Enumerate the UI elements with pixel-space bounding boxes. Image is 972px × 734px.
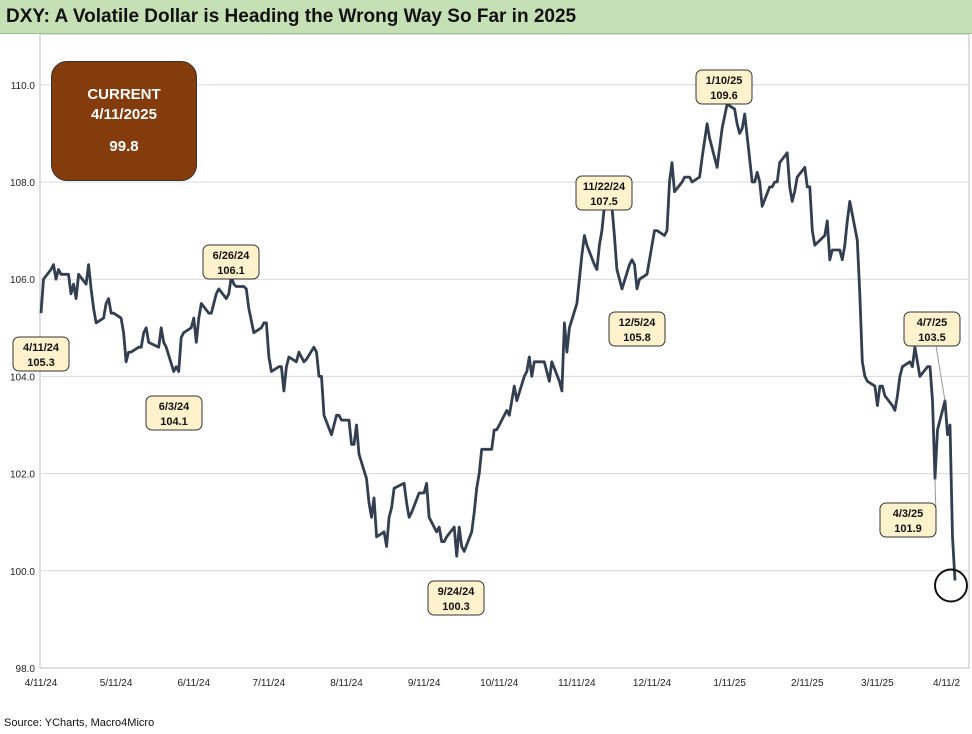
dxy-series-line: [39, 102, 957, 581]
current-label: CURRENT: [87, 86, 161, 103]
callout-box: [903, 311, 961, 347]
callout-box: [879, 502, 937, 538]
x-tick-label: 4/11/24: [25, 678, 58, 689]
x-tick-label: 8/11/24: [330, 678, 363, 689]
callout-value: 105.3: [27, 357, 55, 369]
callout-value: 103.5: [918, 332, 946, 344]
current-value-box: CURRENT 4/11/2025 99.8: [51, 61, 197, 181]
callout-box: [575, 175, 633, 211]
y-tick-label: 104.0: [10, 372, 35, 383]
callout-date: 11/22/24: [583, 181, 626, 193]
callout-value: 100.3: [442, 601, 470, 613]
callout-value: 104.1: [160, 416, 188, 428]
x-tick-label: 7/11/24: [253, 678, 286, 689]
callout-date: 4/7/25: [917, 317, 948, 329]
callout-date: 4/11/24: [23, 342, 60, 354]
callout-date: 1/10/25: [706, 75, 743, 87]
y-tick-label: 100.0: [10, 567, 35, 578]
callout-value: 107.5: [590, 196, 618, 208]
callout-date: 6/26/24: [213, 250, 251, 262]
callout-box: [145, 395, 203, 431]
x-tick-label: 3/11/25: [861, 678, 894, 689]
callout-date: 9/24/24: [438, 586, 476, 598]
title-bar: DXY: A Volatile Dollar is Heading the Wr…: [0, 0, 972, 34]
y-tick-label: 108.0: [10, 178, 35, 189]
callout-date: 4/3/25: [893, 508, 924, 520]
x-tick-label: 5/11/24: [100, 678, 133, 689]
x-tick-label: 6/11/24: [177, 678, 210, 689]
callout-leader: [935, 345, 946, 401]
current-value: 99.8: [109, 138, 139, 155]
y-tick-label: 110.0: [11, 81, 36, 92]
x-tick-label: 1/11/25: [713, 678, 746, 689]
callout-box: [695, 69, 753, 105]
y-tick-label: 102.0: [10, 470, 35, 481]
x-tick-label: 11/11/24: [558, 678, 596, 689]
callout-date: 12/5/24: [619, 317, 657, 329]
callout-box: [608, 311, 666, 347]
x-tick-label: 4/11/2: [933, 678, 960, 689]
x-tick-label: 2/11/25: [791, 678, 824, 689]
callout-value: 109.6: [710, 90, 738, 102]
y-tick-label: 98.0: [16, 664, 36, 675]
callout-box: [202, 244, 260, 280]
callout-box: [427, 580, 485, 616]
source-note: Source: YCharts, Macro4Micro: [4, 717, 155, 729]
y-tick-label: 106.0: [10, 275, 35, 286]
callout-value: 105.8: [623, 332, 651, 344]
current-date: 4/11/2025: [91, 106, 157, 123]
x-tick-label: 10/11/24: [480, 678, 519, 689]
x-tick-label: 9/11/24: [408, 678, 441, 689]
callout-value: 101.9: [894, 523, 922, 535]
callout-value: 106.1: [217, 265, 245, 277]
current-point-circle: [934, 568, 968, 603]
chart-title: DXY: A Volatile Dollar is Heading the Wr…: [6, 6, 577, 27]
x-tick-label: 12/11/24: [633, 678, 672, 689]
callout-date: 6/3/24: [159, 401, 190, 413]
callout-box: [12, 336, 70, 372]
